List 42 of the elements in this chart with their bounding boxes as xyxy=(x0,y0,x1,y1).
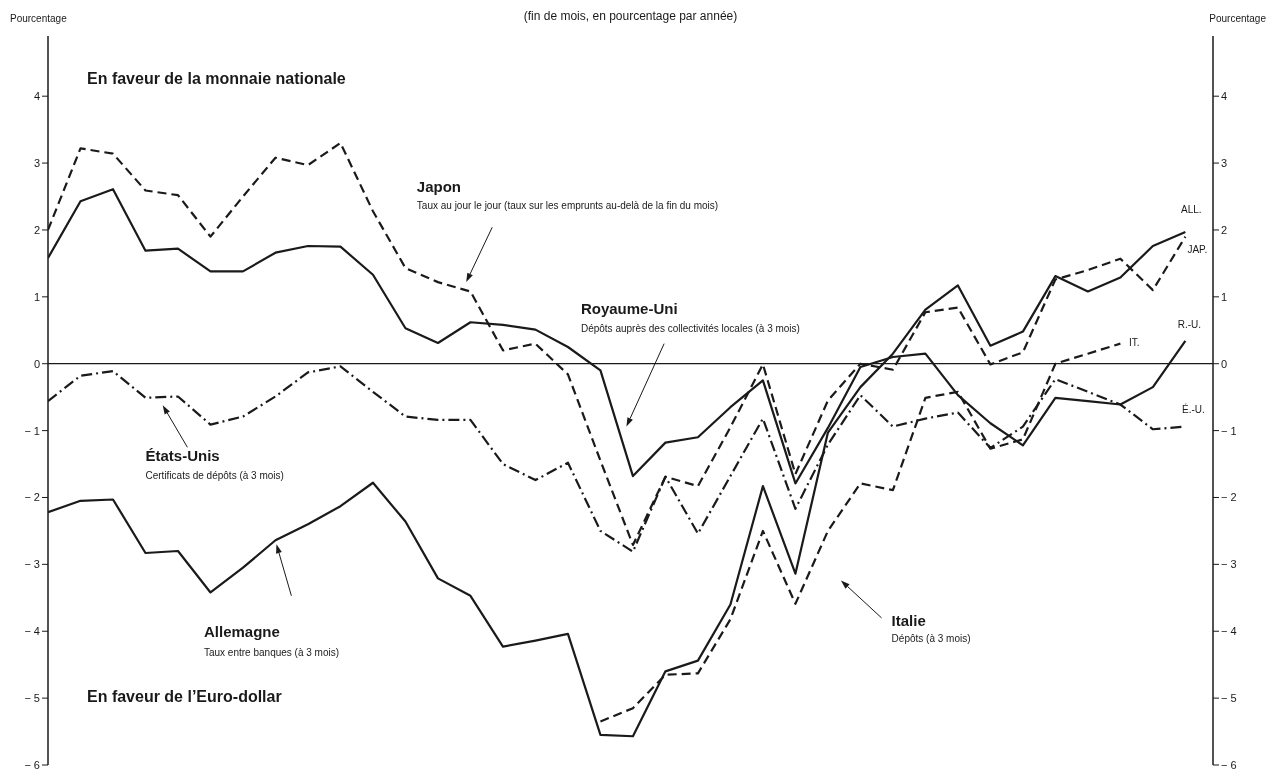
annotation: Italie xyxy=(891,611,926,629)
y2-tick-label: − 4 xyxy=(1221,625,1237,638)
y-tick-label: − 4 xyxy=(24,625,40,638)
chart-subtitle: (fin de mois, en pourcentage par année) xyxy=(523,9,738,23)
y2-axis-title: Pourcentage xyxy=(1209,13,1267,24)
annotation: Royaume-Uni xyxy=(580,300,678,318)
y2-tick-label: − 2 xyxy=(1221,491,1237,504)
annotation: États-Unis xyxy=(145,447,220,465)
y-tick-label: − 2 xyxy=(24,491,40,504)
y-tick-label: 1 xyxy=(33,290,40,303)
annotation: Taux au jour le jour (taux sur les emprunts au-delà de la fin du mois) xyxy=(416,199,719,211)
annotation: En faveur de la monnaie nationale xyxy=(87,69,346,87)
y-axis-title: Pourcentage xyxy=(10,13,68,24)
y-tick-label: 2 xyxy=(33,223,40,236)
y2-tick-label: 3 xyxy=(1221,156,1228,169)
y2-tick-label: 1 xyxy=(1221,290,1228,303)
annotation: Dépôts auprès des collectivités locales (à 3 mois) xyxy=(580,322,800,334)
annotation: Certificats de dépôts (à 3 mois) xyxy=(145,470,284,482)
y2-tick-label: 2 xyxy=(1221,223,1228,236)
series-label: JAP. xyxy=(1187,244,1208,256)
y2-tick-label: 0 xyxy=(1221,357,1228,370)
y-tick-label: − 5 xyxy=(24,692,40,705)
y-tick-label: − 3 xyxy=(24,558,40,571)
y2-tick-label: − 5 xyxy=(1221,692,1237,705)
y-tick-label: − 1 xyxy=(24,424,40,437)
y-tick-label: 3 xyxy=(33,156,40,169)
series-label: É.-U. xyxy=(1181,403,1205,416)
y-tick-label: − 6 xyxy=(24,758,40,771)
annotation: Japon xyxy=(416,178,462,196)
annotation: Taux entre banques (à 3 mois) xyxy=(203,646,340,658)
y2-tick-label: − 6 xyxy=(1221,758,1237,771)
y2-tick-label: − 1 xyxy=(1221,424,1237,437)
series-label: ALL. xyxy=(1181,203,1202,215)
y-tick-label: 0 xyxy=(33,357,40,370)
series-label: IT. xyxy=(1129,337,1140,349)
y2-tick-label: 4 xyxy=(1221,90,1228,103)
annotation: Dépôts (à 3 mois) xyxy=(891,632,971,644)
annotation: Allemagne xyxy=(203,623,280,641)
y2-tick-label: − 3 xyxy=(1221,558,1237,571)
y-tick-label: 4 xyxy=(33,90,40,103)
series-label: R.-U. xyxy=(1177,318,1202,330)
annotation: En faveur de l’Euro-dollar xyxy=(87,688,282,706)
